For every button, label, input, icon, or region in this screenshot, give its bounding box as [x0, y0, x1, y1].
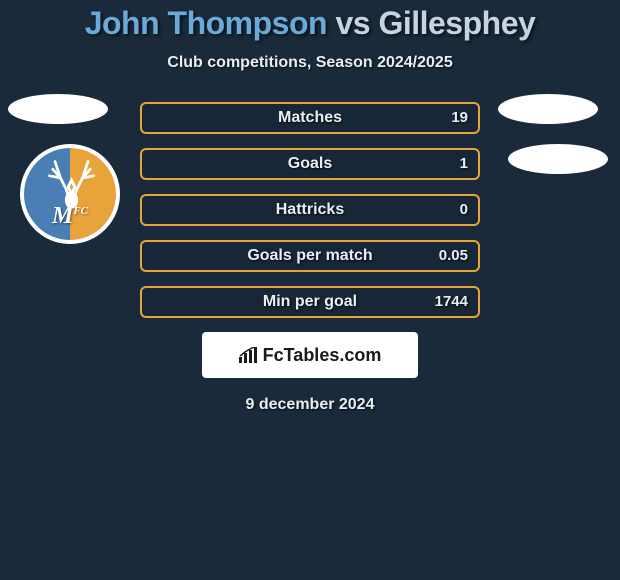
stat-label: Goals per match — [142, 242, 478, 270]
club-logo: MFC — [20, 144, 120, 244]
club-sub-letter: FC — [73, 205, 88, 217]
player-b-badge-placeholder-1 — [498, 94, 598, 124]
stat-value-b: 19 — [451, 104, 468, 132]
stat-value-b: 1744 — [435, 288, 468, 316]
stat-row-matches: Matches 19 — [140, 102, 480, 134]
stat-label: Goals — [142, 150, 478, 178]
comparison-card: John Thompson vs Gillesphey Club competi… — [0, 0, 620, 414]
player-a-badge-placeholder — [8, 94, 108, 124]
stat-value-b: 0.05 — [439, 242, 468, 270]
stat-label: Hattricks — [142, 196, 478, 224]
stat-value-b: 0 — [460, 196, 468, 224]
player-b-badge-placeholder-2 — [508, 144, 608, 174]
club-logo-inner: MFC — [24, 148, 116, 240]
stat-row-goals-per-match: Goals per match 0.05 — [140, 240, 480, 272]
brand-text: FcTables.com — [239, 345, 382, 366]
stat-row-hattricks: Hattricks 0 — [140, 194, 480, 226]
brand-box: FcTables.com — [202, 332, 418, 378]
bar-chart-icon — [239, 347, 259, 363]
brand-name: FcTables.com — [263, 345, 382, 366]
club-main-letter: M — [52, 203, 73, 229]
club-letter: MFC — [34, 203, 106, 230]
subtitle: Club competitions, Season 2024/2025 — [0, 54, 620, 72]
vs-text: vs — [335, 5, 370, 41]
stat-label: Matches — [142, 104, 478, 132]
stat-row-goals: Goals 1 — [140, 148, 480, 180]
stats-area: MFC Matches 19 Goals 1 Hattricks 0 Goals… — [0, 102, 620, 414]
page-title: John Thompson vs Gillesphey — [0, 5, 620, 42]
stat-label: Min per goal — [142, 288, 478, 316]
player-a-name: John Thompson — [85, 5, 327, 41]
stat-value-b: 1 — [460, 150, 468, 178]
date-text: 9 december 2024 — [0, 396, 620, 414]
player-b-name: Gillesphey — [378, 5, 535, 41]
stat-rows: Matches 19 Goals 1 Hattricks 0 Goals per… — [140, 102, 480, 318]
stat-row-min-per-goal: Min per goal 1744 — [140, 286, 480, 318]
